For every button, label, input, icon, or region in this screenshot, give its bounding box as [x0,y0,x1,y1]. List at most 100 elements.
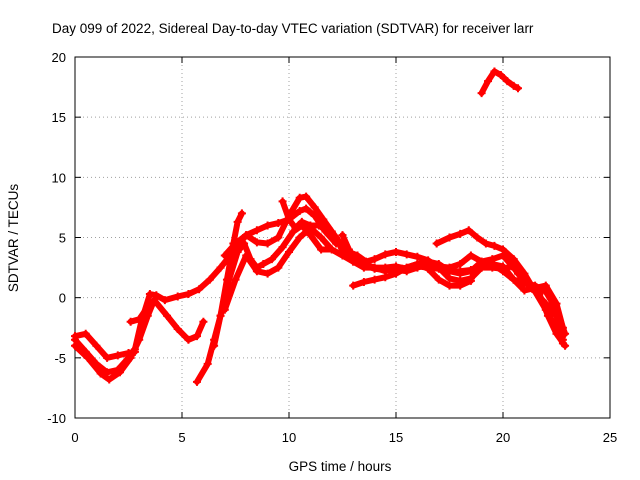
x-tick-label: 0 [71,430,78,445]
data-point [434,259,443,268]
y-tick-label: 10 [52,170,66,185]
data-point [456,269,465,278]
data-point [259,259,268,268]
data-point [310,203,319,212]
data-point [424,264,433,273]
data-point [184,290,193,299]
data-point [231,239,240,248]
data-point [398,264,407,273]
series-line [194,222,515,385]
data-point [445,281,454,290]
data-point [344,245,353,254]
y-axis-label: SDTVAR / TECUs [6,184,21,293]
data-point [306,221,315,230]
data-point [456,281,465,290]
data-point [222,275,231,284]
data-point [434,275,443,284]
data-point [81,329,90,338]
data-point [432,239,441,248]
data-point [205,275,214,284]
data-point [252,238,261,247]
data-point [362,257,371,266]
data-point [499,245,507,254]
data-point [327,245,336,254]
series-track-2 [71,296,208,384]
data-point [184,335,193,344]
y-tick-label: 5 [59,231,66,246]
data-point [349,281,358,290]
x-tick-label: 25 [603,430,617,445]
data-point [302,204,311,213]
data-point [490,241,499,250]
series-group [71,67,570,386]
data-point [220,305,229,314]
data-point [285,247,293,256]
data-point [402,250,411,259]
data-point [314,221,323,230]
data-point [71,341,79,350]
data-point [115,368,124,377]
data-point [445,233,454,242]
series-track-14 [505,257,570,350]
axis-ticks: 0 5 10 15 20 25 -10 -5 0 5 10 15 20 [47,50,617,445]
data-point [160,296,169,305]
data-point [135,315,144,324]
data-point [263,269,272,278]
data-point [317,245,326,254]
data-point [192,332,201,341]
data-point [203,359,212,368]
series-track-12 [398,259,475,290]
y-tick-label: -10 [47,411,66,426]
data-point [552,329,561,338]
data-point [216,263,225,272]
data-point [135,335,144,344]
x-tick-label: 15 [389,430,403,445]
data-point [332,233,341,242]
data-point [392,269,400,278]
data-point [92,341,101,350]
data-point [340,251,349,260]
data-point [445,267,454,276]
data-point [195,285,204,294]
data-point [490,67,499,76]
data-point [370,263,379,272]
data-point [464,226,473,235]
data-point [413,252,422,261]
data-point [103,353,112,362]
data-point [466,276,475,285]
y-tick-label: 20 [52,50,66,65]
data-point [381,250,390,259]
data-point [233,247,242,256]
data-point [124,349,133,358]
data-point [499,267,507,276]
data-point [466,251,475,260]
data-point [552,305,561,314]
data-point [513,269,522,278]
data-point [306,231,315,240]
data-point [274,233,283,242]
data-point [370,255,379,264]
data-point [317,233,326,242]
data-point [210,341,219,350]
series-track-6 [210,209,246,350]
data-point [130,347,139,356]
series-track-3 [71,329,139,362]
data-point [381,273,390,282]
data-point [173,324,182,333]
data-point [152,291,161,300]
data-point [359,263,368,272]
data-point [543,311,552,320]
data-point [503,77,512,86]
data-point [481,239,490,248]
y-tick-label: 15 [52,110,66,125]
series-track-10 [338,231,353,254]
data-point [349,257,358,266]
data-point [291,223,300,232]
data-point [473,233,482,242]
data-point [285,215,293,224]
series-line [339,232,352,253]
data-point [242,251,251,260]
x-tick-label: 10 [282,430,296,445]
x-tick-label: 20 [496,430,510,445]
